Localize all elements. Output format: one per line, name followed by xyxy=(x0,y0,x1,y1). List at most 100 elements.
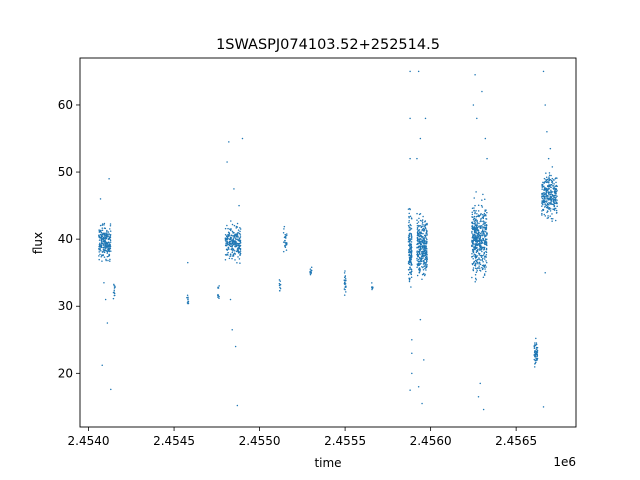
data-point xyxy=(410,243,412,246)
data-point xyxy=(483,248,486,250)
data-point xyxy=(554,185,556,188)
data-point xyxy=(555,181,557,184)
data-point xyxy=(422,250,425,252)
data-point xyxy=(408,269,410,271)
data-point xyxy=(425,232,427,234)
data-point xyxy=(310,266,313,269)
data-point xyxy=(484,240,486,243)
data-point xyxy=(476,223,478,226)
data-point xyxy=(416,236,419,239)
data-point xyxy=(474,274,477,276)
data-point xyxy=(422,215,424,218)
data-point xyxy=(283,225,286,228)
data-point xyxy=(410,227,413,230)
data-point xyxy=(224,233,227,236)
data-point xyxy=(278,282,281,285)
data-point xyxy=(477,243,480,245)
data-point xyxy=(425,247,428,250)
data-point xyxy=(423,234,426,237)
data-point xyxy=(410,258,413,260)
data-point xyxy=(476,268,478,270)
data-point xyxy=(533,366,536,368)
data-point xyxy=(113,283,115,286)
data-point xyxy=(420,238,422,240)
data-point xyxy=(474,204,476,207)
data-point xyxy=(554,188,557,191)
data-point xyxy=(107,231,110,233)
data-point xyxy=(237,249,239,251)
data-point xyxy=(425,229,428,231)
data-point xyxy=(101,254,103,256)
data-point xyxy=(98,236,100,238)
data-point xyxy=(105,243,107,245)
data-point xyxy=(418,229,421,231)
data-point xyxy=(483,212,486,215)
data-point xyxy=(238,204,240,207)
data-point xyxy=(550,179,553,182)
data-point xyxy=(471,252,473,255)
data-point xyxy=(472,104,475,106)
data-point xyxy=(479,263,482,266)
data-point xyxy=(472,268,474,271)
data-point xyxy=(482,217,485,220)
data-point xyxy=(423,242,425,245)
data-point xyxy=(421,250,423,253)
data-point xyxy=(481,239,483,242)
data-point xyxy=(410,238,413,240)
data-point xyxy=(549,208,552,210)
data-point xyxy=(231,234,233,237)
data-point xyxy=(425,234,427,237)
y-tick-label: 30 xyxy=(58,299,73,313)
data-point xyxy=(282,231,285,234)
data-point xyxy=(475,229,477,231)
data-point xyxy=(542,209,545,212)
data-point xyxy=(485,248,488,251)
data-point xyxy=(286,233,288,235)
data-point xyxy=(417,386,420,388)
data-point xyxy=(423,225,425,228)
data-point xyxy=(105,234,107,236)
data-point xyxy=(536,348,538,350)
data-point xyxy=(478,257,480,259)
data-point xyxy=(549,147,552,150)
data-point xyxy=(226,249,229,251)
data-point xyxy=(106,255,109,258)
data-point xyxy=(474,263,477,266)
data-point xyxy=(408,263,411,265)
data-point xyxy=(422,242,424,244)
data-point xyxy=(284,239,286,242)
data-point xyxy=(542,203,544,206)
data-point xyxy=(239,248,242,250)
data-point xyxy=(472,242,474,244)
data-point xyxy=(232,253,235,255)
data-point xyxy=(541,188,543,190)
data-point xyxy=(410,256,413,258)
data-point xyxy=(473,230,476,232)
data-point xyxy=(533,347,536,349)
data-point xyxy=(471,225,473,227)
data-point xyxy=(101,251,104,253)
data-point xyxy=(424,247,427,250)
data-point xyxy=(477,396,480,398)
y-tick-label: 50 xyxy=(58,165,73,179)
data-point xyxy=(479,259,482,261)
data-point xyxy=(344,277,347,280)
data-point xyxy=(476,250,479,252)
data-point xyxy=(542,192,544,195)
y-tick-label: 20 xyxy=(58,366,73,380)
data-point xyxy=(408,237,410,240)
data-point xyxy=(238,245,240,248)
data-point xyxy=(419,213,422,215)
data-point xyxy=(426,223,428,226)
data-point xyxy=(483,242,486,244)
data-point xyxy=(422,245,424,247)
data-points xyxy=(98,70,558,411)
data-point xyxy=(235,235,238,238)
data-point xyxy=(112,291,115,294)
data-point xyxy=(549,210,552,212)
data-point xyxy=(416,250,418,252)
data-point xyxy=(474,246,477,249)
data-point xyxy=(187,296,189,298)
data-point xyxy=(423,261,426,264)
